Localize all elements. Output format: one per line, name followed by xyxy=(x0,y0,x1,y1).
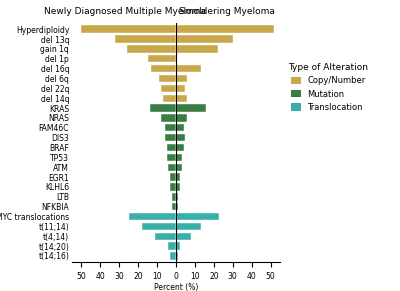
Bar xyxy=(165,124,176,132)
Bar xyxy=(176,45,218,53)
Bar xyxy=(166,154,176,161)
Bar xyxy=(166,144,176,151)
Bar xyxy=(163,95,176,102)
X-axis label: Percent (%): Percent (%) xyxy=(154,283,198,291)
Bar xyxy=(176,134,186,141)
Bar xyxy=(129,213,176,220)
Bar xyxy=(170,173,176,181)
Bar xyxy=(176,85,186,92)
Bar xyxy=(172,193,176,200)
Bar xyxy=(127,45,176,53)
Bar xyxy=(152,65,176,72)
Bar xyxy=(168,164,176,171)
Bar xyxy=(168,242,176,250)
Bar xyxy=(176,124,184,132)
Bar xyxy=(176,242,180,250)
Bar xyxy=(176,95,187,102)
Bar xyxy=(176,183,180,191)
Bar xyxy=(176,252,178,260)
Text: Smoldering Myeloma: Smoldering Myeloma xyxy=(179,7,275,16)
Bar xyxy=(176,193,178,200)
Bar xyxy=(176,65,200,72)
Bar xyxy=(176,114,187,122)
Bar xyxy=(150,104,176,112)
Bar xyxy=(176,203,178,210)
Bar xyxy=(176,26,274,33)
Text: Newly Diagnosed Multiple Myeloma: Newly Diagnosed Multiple Myeloma xyxy=(44,7,206,16)
Bar xyxy=(170,183,176,191)
Bar xyxy=(176,75,187,82)
Bar xyxy=(142,223,176,230)
Bar xyxy=(161,85,176,92)
Bar xyxy=(176,213,220,220)
Bar xyxy=(176,164,182,171)
Bar xyxy=(170,252,176,260)
Bar xyxy=(116,36,176,43)
Bar xyxy=(176,233,191,240)
Legend: Copy/Number, Mutation, Translocation: Copy/Number, Mutation, Translocation xyxy=(288,63,368,112)
Bar xyxy=(176,104,206,112)
Bar xyxy=(155,233,176,240)
Bar xyxy=(82,26,176,33)
Bar xyxy=(172,203,176,210)
Bar xyxy=(148,55,176,63)
Bar xyxy=(165,134,176,141)
Bar xyxy=(176,144,184,151)
Bar xyxy=(176,223,200,230)
Bar xyxy=(161,114,176,122)
Bar xyxy=(176,173,180,181)
Bar xyxy=(176,154,182,161)
Bar xyxy=(159,75,176,82)
Bar xyxy=(176,36,233,43)
